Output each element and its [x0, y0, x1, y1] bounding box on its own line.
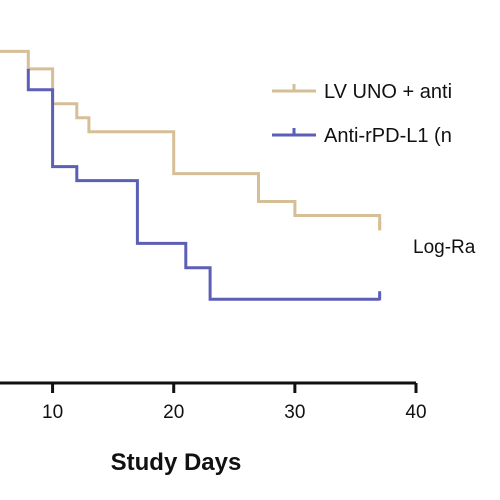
legend-label: LV UNO + anti [324, 81, 452, 103]
legend-item-2: Anti-rPD-L1 (n [272, 125, 452, 147]
log-rank-annotation: Log-Ra [413, 237, 476, 258]
series-1 [0, 49, 382, 231]
x-axis-title: Study Days [111, 449, 242, 476]
x-tick-label: 40 [405, 402, 426, 423]
x-tick-label: 20 [163, 402, 184, 423]
x-tick-label: 10 [42, 402, 63, 423]
survival-curve-2 [26, 68, 380, 301]
series-layer [0, 49, 382, 301]
legend-label: Anti-rPD-L1 (n [324, 125, 452, 147]
legend: LV UNO + anti Anti-rPD-L1 (n [272, 81, 452, 147]
axes: 10 20 30 40 [0, 381, 427, 423]
legend-item-1: LV UNO + anti [272, 81, 452, 103]
survival-curve-1 [0, 49, 382, 230]
series-2 [26, 68, 382, 301]
x-tick-label: 30 [284, 402, 305, 423]
